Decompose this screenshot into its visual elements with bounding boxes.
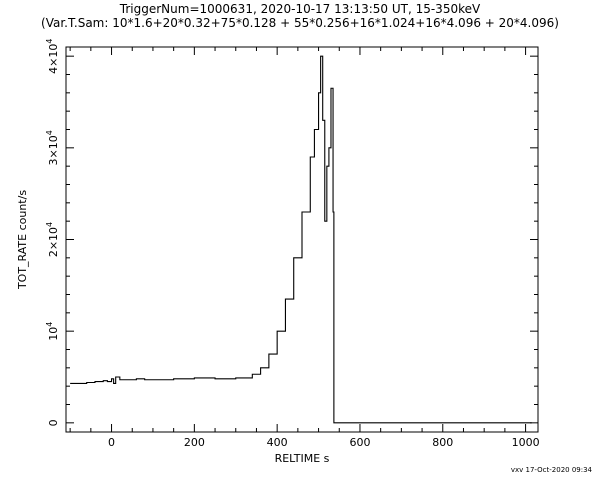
x-tick-label: 0 <box>108 436 115 449</box>
y-axis-label: TOT_RATE count/s <box>16 190 29 290</box>
x-tick-label: 200 <box>184 436 205 449</box>
x-tick-label: 600 <box>349 436 370 449</box>
y-tick-label: 2×104 <box>45 222 60 257</box>
chart-subtitle: (Var.T.Sam: 10*1.6+20*0.32+75*0.128 + 55… <box>41 16 559 30</box>
y-tick-label: 104 <box>45 322 60 341</box>
series-line <box>70 55 532 424</box>
x-tick-label: 1000 <box>512 436 540 449</box>
chart-title: TriggerNum=1000631, 2020-10-17 13:13:50 … <box>119 2 481 16</box>
timestamp-footer: vxv 17-Oct-2020 09:34 <box>510 466 592 474</box>
y-tick-label: 0 <box>47 419 60 426</box>
y-tick-label: 4×104 <box>45 39 60 74</box>
x-tick-label: 400 <box>267 436 288 449</box>
x-tick-label: 800 <box>432 436 453 449</box>
y-tick-label: 3×104 <box>45 130 60 165</box>
x-axis-label: RELTIME s <box>275 452 330 465</box>
